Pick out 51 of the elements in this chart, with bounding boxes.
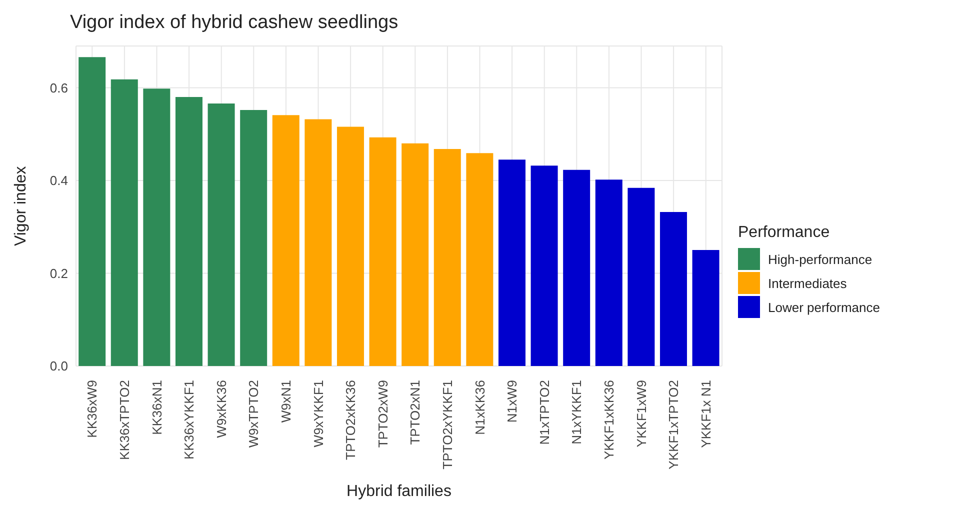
y-tick-label: 0.6 — [50, 80, 68, 96]
bar — [692, 250, 720, 366]
x-tick-label: YKKF1xW9 — [634, 380, 649, 448]
bar — [336, 126, 364, 366]
x-tick-label: KK36xW9 — [84, 380, 100, 438]
bar — [466, 153, 494, 366]
bar — [530, 166, 558, 366]
bar — [240, 110, 268, 366]
bar — [595, 180, 622, 366]
y-tick-label: 0.2 — [50, 266, 68, 281]
x-tick-label: TPTO2xN1 — [408, 380, 423, 445]
x-tick-label: N1xYKKF1 — [569, 380, 584, 444]
bar — [369, 137, 396, 366]
x-tick-label: YKKF1x N1 — [698, 380, 714, 448]
bar — [660, 212, 687, 366]
x-tick-label: W9xN1 — [278, 380, 294, 423]
x-tick-label: N1xKK36 — [472, 380, 488, 435]
x-tick-label: N1xTPTO2 — [536, 380, 552, 445]
x-tick-label: W9xTPTO2 — [246, 380, 262, 448]
legend-label: High-performance — [768, 252, 872, 266]
bar — [110, 79, 138, 366]
bar — [208, 104, 235, 366]
bar — [563, 170, 590, 366]
x-tick-label: W9xKK36 — [214, 380, 229, 438]
legend-title: Performance — [738, 224, 831, 242]
x-tick-label: TPTO2xW9 — [375, 380, 390, 448]
bar — [402, 143, 429, 366]
bar — [498, 160, 526, 366]
x-tick-label: N1xW9 — [504, 380, 520, 423]
bar — [143, 88, 170, 366]
y-axis-title: Vigor index — [12, 166, 30, 246]
bar — [175, 97, 202, 366]
x-axis-title: Hybrid families — [346, 483, 452, 500]
legend-label: Intermediates — [768, 276, 847, 290]
chart-title: Vigor index of hybrid cashew seedlings — [69, 11, 400, 35]
x-tick-label: TPTO2xYKKF1 — [440, 380, 455, 470]
bar — [272, 115, 300, 366]
x-tick-label: TPTO2xKK36 — [343, 380, 358, 460]
y-tick-label: 0.0 — [50, 358, 68, 374]
x-tick-label: YKKF1xKK36 — [601, 380, 616, 460]
legend-label: Lower performance — [768, 300, 880, 314]
bar — [78, 57, 106, 366]
x-tick-label: KK36xTPTO2 — [116, 380, 132, 460]
bar — [434, 148, 461, 366]
x-tick-label: KK36xN1 — [149, 380, 164, 435]
y-tick-label: 0.4 — [50, 173, 68, 188]
bar — [628, 188, 655, 366]
x-tick-label: W9xYKKF1 — [310, 380, 326, 448]
x-tick-label: KK36xYKKF1 — [182, 380, 197, 460]
bar — [304, 119, 332, 366]
x-tick-label: YKKF1xTPTO2 — [666, 380, 682, 470]
